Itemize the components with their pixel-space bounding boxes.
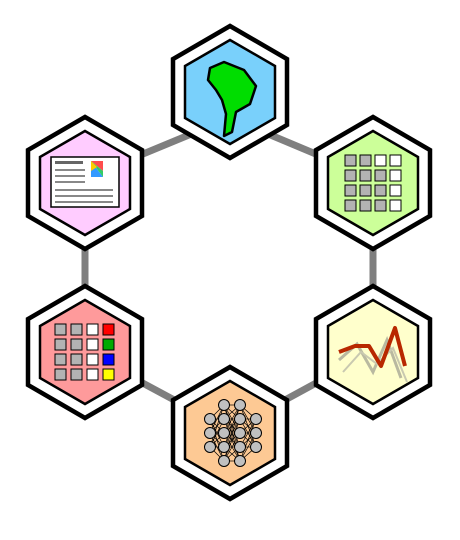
network-node: [204, 427, 216, 439]
color-grid-cell: [70, 323, 83, 336]
network-edge: [223, 404, 241, 448]
node-map: [170, 23, 290, 161]
network-edge: [239, 418, 257, 462]
network-node: [218, 441, 230, 453]
network-node: [204, 441, 216, 453]
grid-cell: [359, 154, 372, 167]
color-grid-cell: [102, 368, 115, 381]
color-grid-cell: [86, 353, 99, 366]
grid-cell: [374, 184, 387, 197]
grid-cell: [389, 169, 402, 182]
network-node: [234, 455, 246, 467]
grid-cell: [374, 169, 387, 182]
grid-cell: [359, 184, 372, 197]
network-node: [234, 427, 246, 439]
color-grid-cell: [102, 323, 115, 336]
network-node: [234, 441, 246, 453]
network-node: [250, 413, 262, 425]
node-network: [170, 364, 290, 502]
network-node: [218, 399, 230, 411]
color-grid-icon: [54, 323, 115, 381]
network-node: [218, 455, 230, 467]
grid-cell: [389, 184, 402, 197]
grid-cell: [344, 154, 357, 167]
node-color-grid: [25, 283, 145, 421]
grid-cell: [359, 199, 372, 212]
network-edge: [209, 404, 225, 448]
color-grid-cell: [86, 323, 99, 336]
network-node: [234, 399, 246, 411]
color-grid-cell: [54, 338, 67, 351]
node-grid: [313, 114, 433, 252]
document-icon: [50, 156, 120, 208]
network-node: [250, 441, 262, 453]
grid-cell: [344, 169, 357, 182]
grid-cell: [389, 199, 402, 212]
neural-network-icon: [204, 399, 262, 467]
grid-icon: [344, 154, 402, 212]
grid-cell: [344, 199, 357, 212]
color-grid-cell: [70, 353, 83, 366]
grid-cell: [374, 199, 387, 212]
color-grid-cell: [54, 368, 67, 381]
color-grid-cell: [86, 368, 99, 381]
grid-cell: [359, 169, 372, 182]
map-icon: [206, 60, 258, 138]
color-grid-cell: [86, 338, 99, 351]
network-node: [204, 413, 216, 425]
network-node: [218, 413, 230, 425]
line-chart-icon: [338, 326, 408, 383]
color-grid-cell: [102, 353, 115, 366]
color-grid-cell: [102, 338, 115, 351]
grid-cell: [344, 184, 357, 197]
grid-cell: [374, 154, 387, 167]
grid-cell: [389, 154, 402, 167]
node-document: [25, 114, 145, 252]
network-edge: [223, 418, 241, 462]
node-line-chart: [313, 283, 433, 421]
color-grid-cell: [70, 338, 83, 351]
color-grid-cell: [54, 323, 67, 336]
network-node: [250, 427, 262, 439]
color-grid-cell: [54, 353, 67, 366]
network-node: [218, 427, 230, 439]
color-grid-cell: [70, 368, 83, 381]
network-node: [234, 413, 246, 425]
